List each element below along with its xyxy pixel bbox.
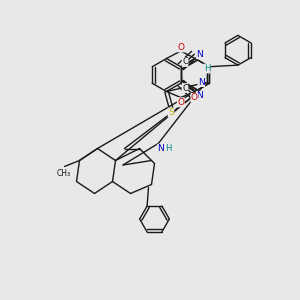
- Text: N: N: [196, 91, 203, 100]
- Text: C: C: [182, 83, 188, 92]
- Text: O: O: [191, 93, 198, 102]
- Text: CH₃: CH₃: [57, 169, 71, 178]
- Text: O: O: [177, 98, 184, 107]
- Text: N: N: [158, 144, 164, 153]
- Text: N: N: [196, 50, 203, 58]
- Text: N: N: [198, 78, 205, 87]
- Text: H: H: [165, 144, 171, 153]
- Text: S: S: [168, 108, 174, 117]
- Text: H: H: [204, 64, 210, 73]
- Text: C: C: [182, 57, 188, 66]
- Text: O: O: [178, 43, 184, 52]
